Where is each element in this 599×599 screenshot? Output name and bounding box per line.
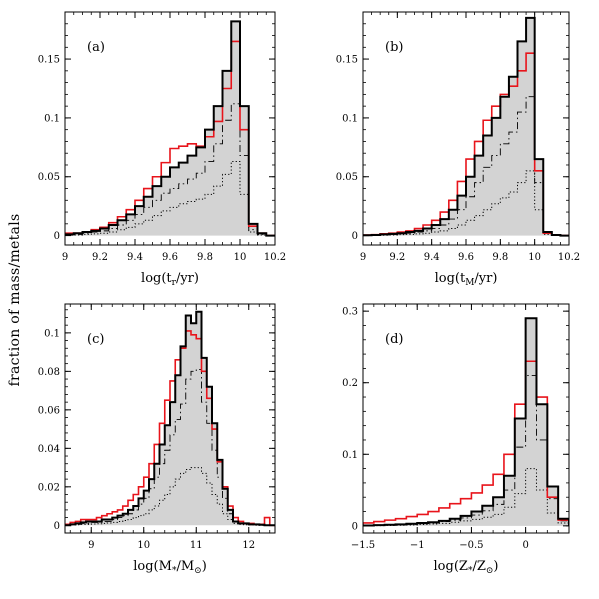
y-tick-label-b: 0.15 [336, 55, 358, 66]
plot-area-b [363, 16, 569, 237]
panel-label-d: (d) [385, 332, 403, 347]
plot-area-a [65, 20, 275, 237]
y-tick-label-a: 0 [54, 231, 60, 242]
x-tick-label-a: 10.2 [264, 252, 286, 263]
series-black-filled-d [363, 317, 569, 527]
y-tick-label-c: 0 [54, 521, 60, 532]
panel-label-b: (b) [385, 40, 403, 55]
x-tick-label-d: −1 [410, 540, 425, 551]
x-axis-label-b: log(tM/yr) [435, 271, 498, 288]
panel-label-a: (a) [87, 40, 105, 55]
y-tick-label-d: 0.2 [342, 378, 358, 389]
y-tick-label-c: 0.1 [44, 328, 60, 339]
y-tick-label-c: 0.06 [38, 405, 60, 416]
y-tick-label-b: 0.05 [336, 172, 358, 183]
x-tick-label-a: 10 [234, 252, 247, 263]
x-axis-label-c: log(M*/M⊙) [133, 559, 207, 576]
series-dotted-d [363, 468, 569, 527]
y-tick-label-a: 0.1 [44, 113, 60, 124]
y-tick-label-a: 0.05 [38, 172, 60, 183]
y-tick-label-d: 0 [352, 521, 358, 532]
series-black-filled-a [65, 20, 275, 237]
plot-area-c [65, 310, 275, 527]
x-tick-label-d: −1.5 [351, 540, 375, 551]
x-tick-label-b: 9.6 [458, 252, 474, 263]
panel-b: 9 9.2 9.4 9.6 9.8 10 10.2 0 0.05 0.1 0.15 (b) log(tM… [336, 11, 580, 288]
panel-c: 9 10 11 12 0 0.02 0.04 0.06 0.08 0.1 (c) log(M*/M⊙) [38, 303, 276, 576]
x-tick-label-a: 9.2 [92, 252, 108, 263]
x-tick-label-b: 9 [360, 252, 366, 263]
series-red-c [65, 330, 275, 527]
y-tick-label-c: 0.08 [38, 367, 60, 378]
x-tick-label-c: 12 [242, 540, 255, 551]
series-dotted-b [363, 170, 569, 237]
y-tick-label-c: 0.04 [38, 444, 60, 455]
x-tick-label-a: 9.8 [197, 252, 213, 263]
x-tick-label-b: 9.2 [389, 252, 405, 263]
series-black-filled-c [65, 310, 275, 527]
x-tick-label-d: −0.5 [459, 540, 483, 551]
series-dotted-a [65, 160, 275, 237]
x-tick-label-c: 9 [88, 540, 94, 551]
y-tick-label-d: 0.3 [342, 307, 358, 318]
histogram-fill-d [363, 318, 569, 526]
x-tick-label-c: 10 [137, 540, 150, 551]
y-tick-label-b: 0.1 [342, 113, 358, 124]
y-axis-title: fraction of mass/metals [7, 214, 23, 387]
x-tick-label-a: 9.4 [127, 252, 143, 263]
panel-a: 9 9.2 9.4 9.6 9.8 10 10.2 0 0.05 0.1 0.15 (a) log(tr… [38, 11, 286, 288]
x-tick-label-c: 11 [190, 540, 203, 551]
x-tick-label-d: 0 [522, 540, 528, 551]
x-tick-label-a: 9 [62, 252, 68, 263]
x-tick-label-b: 10.2 [558, 252, 580, 263]
x-tick-label-b: 9.8 [492, 252, 508, 263]
panel-label-c: (c) [87, 332, 104, 347]
x-tick-label-b: 10 [528, 252, 541, 263]
axes-frame-d [362, 303, 570, 534]
plot-area-d [363, 317, 569, 527]
x-tick-label-b: 9.4 [424, 252, 440, 263]
y-tick-label-c: 0.02 [38, 482, 60, 493]
series-dotted-c [65, 467, 275, 526]
y-tick-label-d: 0.1 [342, 450, 358, 461]
axes-frame-c [64, 303, 276, 534]
x-axis-label-d: log(Z*/Z⊙) [434, 559, 499, 576]
x-tick-label-a: 9.6 [162, 252, 178, 263]
x-axis-label-a: log(tr/yr) [141, 271, 199, 288]
y-tick-label-b: 0 [352, 231, 358, 242]
y-tick-label-a: 0.15 [38, 55, 60, 66]
panel-d: −1.5 −1 −0.5 0 0 0.1 0.2 0.3 (d) log(Z*/Z⊙) [342, 303, 570, 576]
